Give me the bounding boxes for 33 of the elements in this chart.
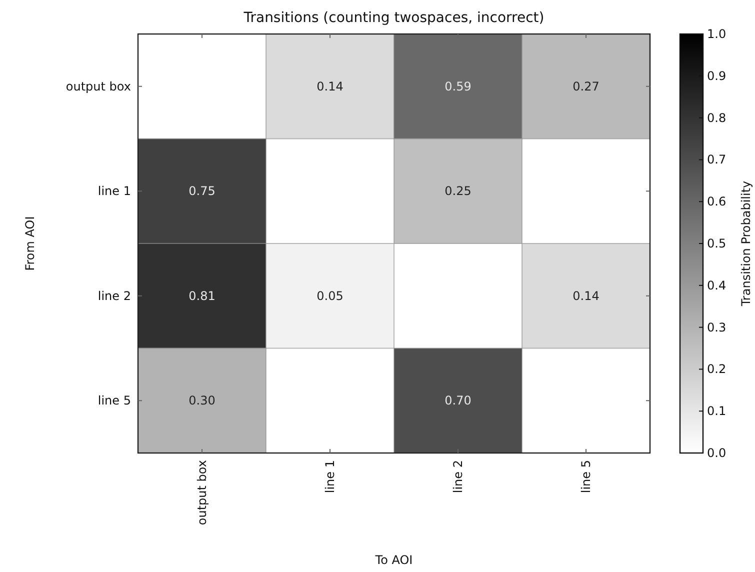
data-label: 0.70	[444, 394, 472, 408]
x-tick-label: line 1	[323, 460, 337, 494]
y-tick-label: line 5	[98, 394, 131, 408]
y-tick-label: line 2	[98, 288, 131, 303]
color-bar-label: 0.3	[707, 320, 726, 334]
color-bar-label: 1.0	[707, 27, 726, 41]
color-bar-label: 0.2	[707, 362, 726, 376]
color-bar-title: Transition Probability	[739, 180, 753, 308]
data-label: 0.14	[572, 288, 600, 303]
color-bar-label: 0.5	[707, 236, 726, 250]
color-bar-label: 0.6	[707, 194, 726, 209]
data-label: 0.25	[444, 184, 472, 198]
data-label: 0.59	[444, 79, 472, 94]
color-bar-label: 0.9	[707, 68, 726, 83]
color-bar-label: 0.8	[707, 110, 726, 125]
x-axis-title: To AOI	[374, 553, 413, 567]
x-tick-label: line 2	[451, 460, 465, 494]
chart-title: Transitions (counting twospaces, incorrect)	[242, 10, 544, 26]
color-bar-label: 0.7	[707, 152, 726, 167]
color-bar-label: 0.0	[707, 446, 726, 460]
y-axis-title: From AOI	[23, 216, 37, 271]
y-tick-label: line 1	[98, 184, 131, 198]
data-label: 0.27	[572, 79, 600, 94]
data-label: 0.81	[188, 288, 216, 303]
data-label: 0.30	[188, 394, 216, 408]
data-label: 0.75	[188, 184, 216, 198]
color-bar-label: 0.4	[707, 278, 726, 292]
data-label: 0.05	[316, 288, 344, 303]
x-tick-label: output box	[195, 460, 209, 526]
color-bar-label: 0.1	[707, 404, 726, 418]
data-label: 0.14	[316, 79, 344, 94]
x-tick-label: line 5	[579, 460, 593, 494]
y-tick-label: output box	[66, 79, 131, 94]
